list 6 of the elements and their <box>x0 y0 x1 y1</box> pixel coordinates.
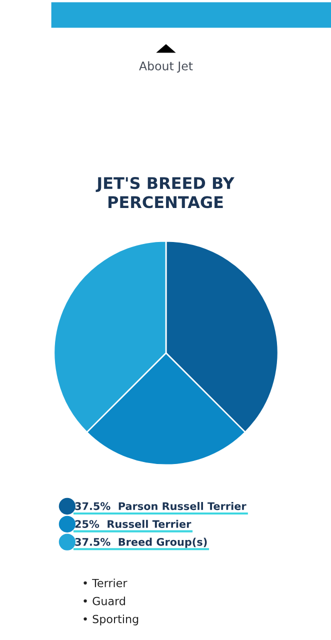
text: About Jet <box>139 61 193 73</box>
text: • Terrier <box>84 578 128 588</box>
text: • Guard <box>84 596 125 606</box>
legend-label: 37.5% Breed Group(s) <box>75 538 207 548</box>
text: • Sporting <box>84 614 138 626</box>
chart-title: JET'S BREED BY PERCENTAGE <box>96 177 234 208</box>
